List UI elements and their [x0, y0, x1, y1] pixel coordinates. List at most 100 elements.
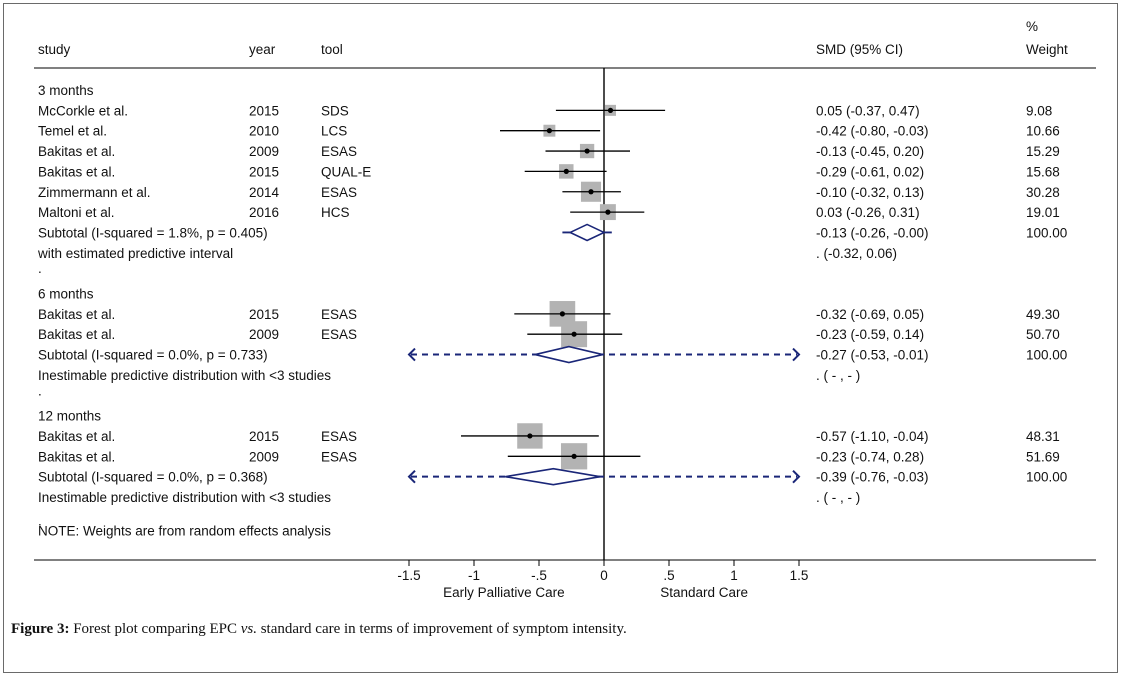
study-tool: ESAS	[321, 307, 357, 322]
header-smd: SMD (95% CI)	[816, 42, 903, 57]
study-tool: LCS	[321, 124, 347, 139]
study-ci-text: -0.13 (-0.45, 0.20)	[816, 144, 924, 159]
study-name: Bakitas et al.	[38, 449, 115, 464]
point-estimate	[571, 331, 577, 337]
subtotal-diamond	[568, 223, 606, 242]
study-tool: ESAS	[321, 449, 357, 464]
caption-text-after: standard care in terms of improvement of…	[256, 621, 627, 637]
point-estimate	[607, 107, 614, 113]
x-tick-label: -1	[468, 568, 480, 583]
header-weight: Weight	[1026, 42, 1068, 57]
prediction-label: Inestimable predictive distribution with…	[38, 368, 331, 383]
x-label-left: Early Palliative Care	[443, 585, 565, 600]
prediction-text: . (-0.32, 0.06)	[816, 246, 897, 261]
spacer-dot: .	[38, 383, 42, 398]
study-name: Bakitas et al.	[38, 327, 115, 342]
subtotal-label: Subtotal (I-squared = 0.0%, p = 0.368)	[38, 470, 268, 485]
study-tool: QUAL-E	[321, 164, 371, 179]
study-name: Bakitas et al.	[38, 307, 115, 322]
subtotal-label: Subtotal (I-squared = 1.8%, p = 0.405)	[38, 225, 268, 240]
subtotal-weight-text: 100.00	[1026, 470, 1067, 485]
x-label-right: Standard Care	[660, 585, 748, 600]
study-name: Zimmermann et al.	[38, 185, 151, 200]
study-year: 2015	[249, 103, 279, 118]
forest-plot: study year tool SMD (95% CI)% Weight 3 months…	[34, 19, 1096, 600]
x-tick-label: 1.5	[790, 568, 809, 583]
study-name: McCorkle et al.	[38, 103, 128, 118]
caption-label: Figure 3:	[11, 621, 70, 637]
subtotal-label: Subtotal (I-squared = 0.0%, p = 0.733)	[38, 348, 268, 363]
study-weight-text: 15.29	[1026, 144, 1060, 159]
point-estimate	[605, 209, 611, 215]
study-tool: ESAS	[321, 429, 357, 444]
study-ci-text: 0.05 (-0.37, 0.47)	[816, 103, 920, 118]
study-year: 2009	[249, 144, 279, 159]
study-ci-text: -0.23 (-0.59, 0.14)	[816, 327, 924, 342]
subtotal-diamond	[534, 345, 603, 364]
study-ci-text: -0.29 (-0.61, 0.02)	[816, 164, 924, 179]
study-tool: ESAS	[321, 327, 357, 342]
study-ci-text: 0.03 (-0.26, 0.31)	[816, 205, 920, 220]
subtotal-weight-text: 100.00	[1026, 348, 1067, 363]
study-year: 2009	[249, 449, 279, 464]
subtotal-diamond	[505, 467, 601, 486]
study-name: Bakitas et al.	[38, 144, 115, 159]
caption-text-italic: vs.	[240, 621, 257, 637]
subtotal-weight-text: 100.00	[1026, 225, 1067, 240]
arrow-left-icon	[407, 469, 416, 484]
note-dot: .	[38, 513, 42, 528]
point-estimate	[571, 453, 577, 459]
study-weight-text: 48.31	[1026, 429, 1060, 444]
prediction-label: Inestimable predictive distribution with…	[38, 490, 331, 505]
x-tick-label: 0	[600, 568, 608, 583]
study-ci-text: -0.23 (-0.74, 0.28)	[816, 449, 924, 464]
study-weight-text: 49.30	[1026, 307, 1060, 322]
group-label: 6 months	[38, 287, 94, 302]
study-tool: HCS	[321, 205, 350, 220]
arrow-left-icon	[407, 347, 416, 362]
prediction-label: with estimated predictive interval	[37, 246, 233, 261]
group-label: 3 months	[38, 83, 94, 98]
study-name: Temel et al.	[38, 124, 107, 139]
x-tick-label: -.5	[531, 568, 547, 583]
study-name: Maltoni et al.	[38, 205, 115, 220]
prediction-text: . ( - , - )	[816, 490, 860, 505]
arrow-right-icon	[792, 347, 801, 362]
point-estimate	[546, 128, 553, 134]
figure-frame	[3, 3, 1118, 673]
study-weight-text: 15.68	[1026, 164, 1060, 179]
study-weight-text: 10.66	[1026, 124, 1060, 139]
study-weight-text: 9.08	[1026, 103, 1052, 118]
study-year: 2009	[249, 327, 279, 342]
header-study: study	[38, 42, 71, 57]
study-year: 2015	[249, 164, 279, 179]
header-weight-percent: %	[1026, 19, 1038, 34]
point-estimate	[588, 189, 594, 195]
point-estimate	[584, 148, 590, 154]
x-tick-label: 1	[730, 568, 738, 583]
figure-caption: Figure 3: Forest plot comparing EPC vs. …	[11, 621, 1101, 638]
point-estimate	[563, 168, 569, 174]
x-tick-label: -1.5	[397, 568, 420, 583]
study-year: 2014	[249, 185, 280, 200]
study-weight-text: 50.70	[1026, 327, 1060, 342]
caption-text-before: Forest plot comparing EPC	[69, 621, 241, 637]
study-year: 2015	[249, 307, 279, 322]
study-ci-text: -0.57 (-1.10, -0.04)	[816, 429, 929, 444]
study-tool: ESAS	[321, 144, 357, 159]
subtotal-ci-text: -0.39 (-0.76, -0.03)	[816, 470, 929, 485]
subtotal-ci-text: -0.13 (-0.26, -0.00)	[816, 225, 929, 240]
study-year: 2010	[249, 124, 279, 139]
study-weight-text: 51.69	[1026, 449, 1060, 464]
prediction-text: . ( - , - )	[816, 368, 860, 383]
study-weight-text: 19.01	[1026, 205, 1060, 220]
study-year: 2016	[249, 205, 279, 220]
study-year: 2015	[249, 429, 279, 444]
study-name: Bakitas et al.	[38, 164, 115, 179]
study-weight-text: 30.28	[1026, 185, 1060, 200]
spacer-dot: .	[38, 261, 42, 276]
note-text: NOTE: Weights are from random effects an…	[38, 523, 331, 538]
subtotal-ci-text: -0.27 (-0.53, -0.01)	[816, 348, 929, 363]
group-label: 12 months	[38, 409, 101, 424]
point-estimate	[559, 311, 566, 317]
